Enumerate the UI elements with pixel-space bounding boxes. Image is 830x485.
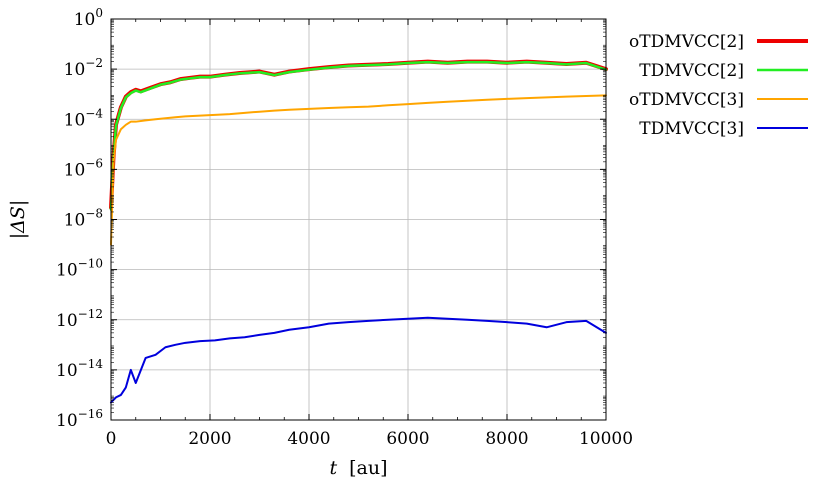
series-line-oTDMVCC[3] bbox=[110, 94, 607, 246]
x-axis-label: t [au] bbox=[329, 457, 387, 479]
y-tick-label: 10−14 bbox=[56, 357, 103, 381]
x-axis-unit: [au] bbox=[349, 457, 387, 479]
legend-label: oTDMVCC[2] bbox=[629, 32, 744, 52]
legend: oTDMVCC[2] TDMVCC[2] oTDMVCC[3] TDMVCC[3] bbox=[629, 32, 808, 139]
y-tick-label: 10−16 bbox=[56, 407, 103, 431]
axis-ticks bbox=[110, 18, 607, 421]
legend-label: TDMVCC[2] bbox=[639, 61, 744, 81]
x-tick-labels: 0 2000 4000 6000 8000 10000 bbox=[106, 429, 633, 449]
x-tick-label: 8000 bbox=[485, 429, 528, 449]
y-axis-label: |ΔS| bbox=[7, 200, 29, 240]
y-tick-label: 10−4 bbox=[64, 106, 104, 130]
series-line-TDMVCC[3] bbox=[110, 316, 607, 404]
legend-label: oTDMVCC[3] bbox=[629, 90, 744, 110]
x-tick-label: 10000 bbox=[579, 429, 633, 449]
legend-label: TDMVCC[3] bbox=[639, 119, 744, 139]
y-tick-labels: 100 10−2 10−4 10−6 10−8 10−10 10−12 10−14 10−16 bbox=[56, 6, 103, 431]
series-line-oTDMVCC[2] bbox=[109, 59, 608, 210]
y-tick-label: 10−2 bbox=[64, 56, 103, 80]
x-tick-label: 4000 bbox=[287, 429, 330, 449]
series-line-TDMVCC[2] bbox=[109, 60, 608, 211]
y-tick-label: 10−8 bbox=[64, 207, 103, 231]
series-lines bbox=[109, 59, 608, 404]
y-tick-label: 10−12 bbox=[56, 307, 103, 331]
y-tick-label: 10−10 bbox=[56, 257, 103, 281]
y-tick-label: 10−6 bbox=[64, 156, 103, 180]
grid bbox=[111, 19, 606, 420]
x-tick-label: 0 bbox=[106, 429, 117, 449]
x-axis-var: t bbox=[329, 457, 337, 479]
x-tick-label: 2000 bbox=[188, 429, 231, 449]
x-tick-label: 6000 bbox=[386, 429, 429, 449]
y-tick-label: 100 bbox=[74, 6, 103, 30]
